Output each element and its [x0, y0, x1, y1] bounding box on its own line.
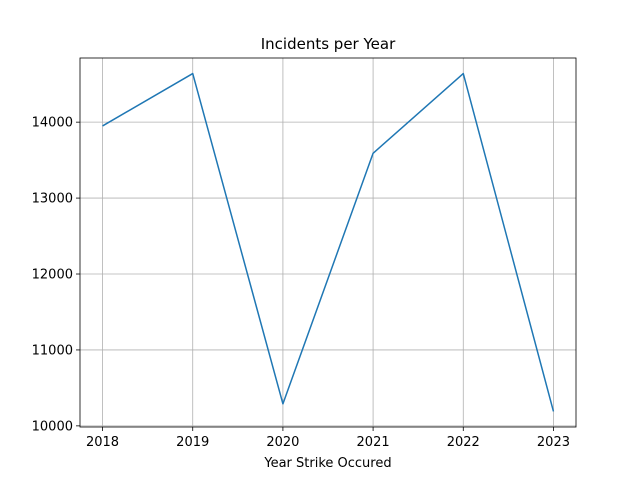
axis-ticks: 2018 2019 2020 2021 2022 2023 10000 11000 12000 1… [32, 116, 570, 450]
y-tick-label: 12000 [32, 268, 73, 283]
x-axis-label: Year Strike Occured [263, 456, 391, 471]
grid-lines [80, 58, 576, 427]
chart-title: Incidents per Year [261, 35, 396, 53]
x-tick-label: 2018 [86, 435, 119, 450]
y-tick-label: 14000 [32, 116, 73, 131]
y-tick-label: 13000 [32, 192, 73, 207]
series-line [102, 72, 555, 412]
x-tick-label: 2022 [447, 435, 480, 450]
x-tick-label: 2023 [537, 435, 570, 450]
x-tick-label: 2021 [357, 435, 390, 450]
plot-frame [79, 57, 577, 428]
x-tick-label: 2020 [266, 435, 299, 450]
y-tick-label: 10000 [32, 419, 73, 434]
y-tick-label: 11000 [32, 343, 73, 358]
series-layer [102, 72, 555, 412]
x-tick-label: 2019 [176, 435, 209, 450]
